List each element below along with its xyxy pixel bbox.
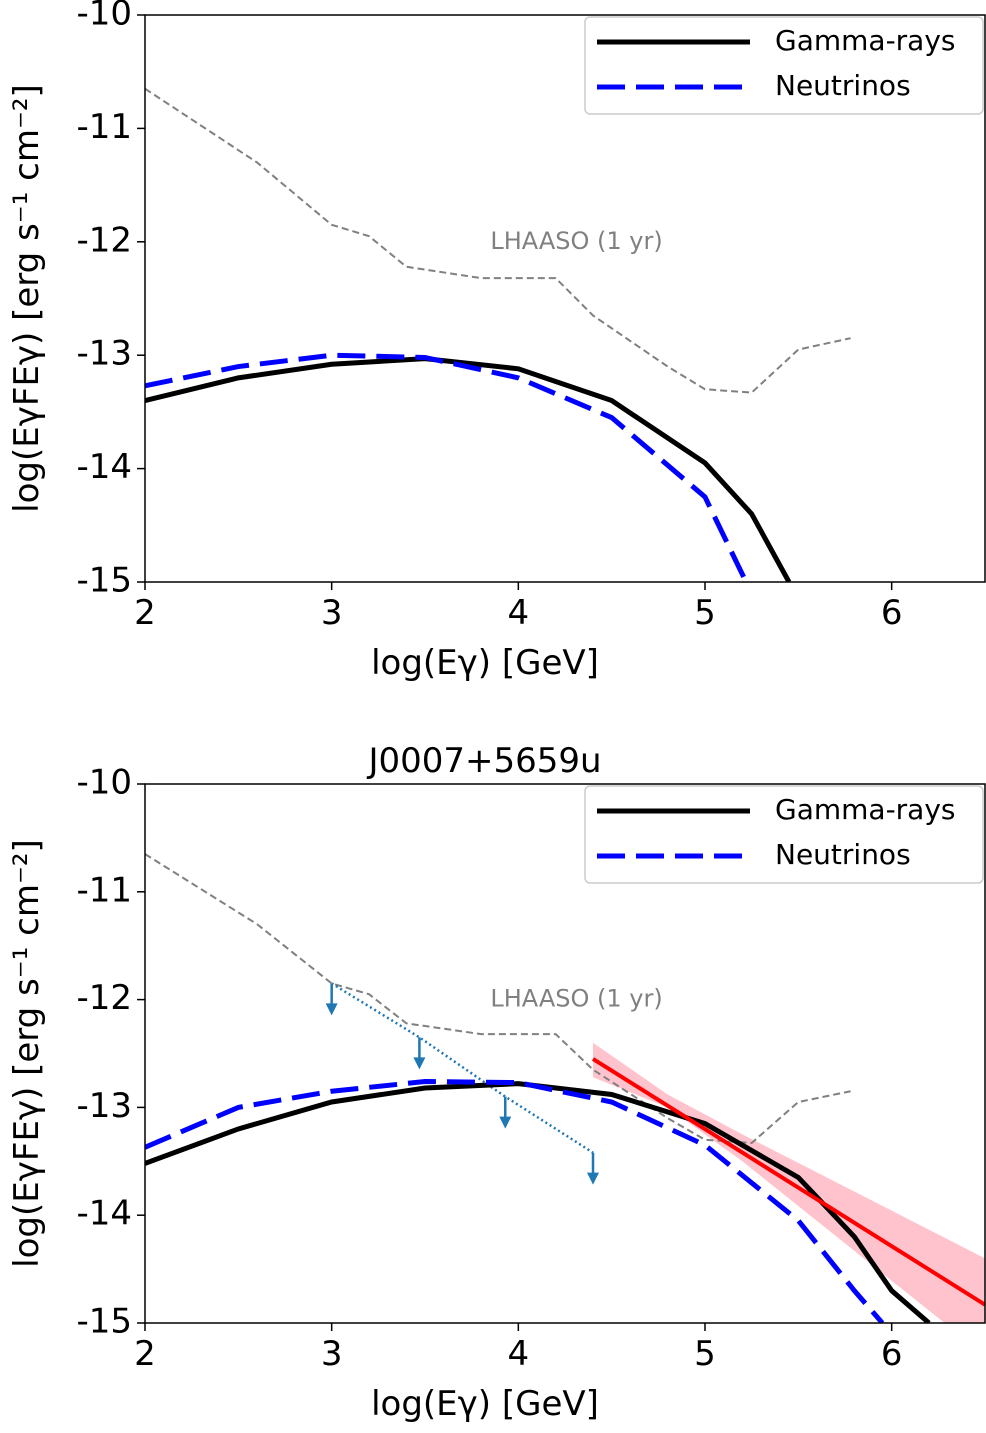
legend-label: Gamma-rays xyxy=(775,793,956,826)
y-tick-label: -14 xyxy=(76,447,132,487)
plot-area xyxy=(145,853,985,1323)
annotation: LHAASO (1 yr) xyxy=(490,985,662,1013)
chart-title: J0007+5659u xyxy=(366,741,601,781)
y-tick-label: -10 xyxy=(76,763,132,803)
annotation: LHAASO (1 yr) xyxy=(490,227,662,255)
limit-arrow xyxy=(587,1172,599,1185)
x-tick-label: 2 xyxy=(134,1334,156,1374)
panel: LHAASO (1 yr) 2 3 4 5 6 -10 -11 -12 -13 -14 -15 log(… xyxy=(7,741,986,1424)
series-line xyxy=(145,356,792,582)
plot-frame xyxy=(144,14,986,583)
series-line xyxy=(145,1081,931,1323)
x-tick-label: 2 xyxy=(134,593,156,633)
fit-line xyxy=(591,1057,985,1307)
upper-limit xyxy=(325,983,338,1016)
fit-band xyxy=(593,1042,985,1323)
y-axis-label: log(EγFEγ) [erg s⁻¹ cm⁻²] xyxy=(7,84,47,513)
upper-limit xyxy=(499,1096,512,1129)
x-axis-label: log(Eγ) [GeV] xyxy=(371,643,599,683)
y-tick-label: -12 xyxy=(76,978,132,1018)
x-tick-label: 3 xyxy=(321,593,343,633)
y-tick-label: -15 xyxy=(76,561,132,601)
x-tick-label: 4 xyxy=(508,1334,530,1374)
y-tick-label: -15 xyxy=(76,1302,132,1342)
limit-arrow xyxy=(413,1057,426,1070)
sensitivity-line xyxy=(145,853,851,1144)
y-tick-label: -13 xyxy=(76,334,132,374)
series-line xyxy=(145,352,749,582)
legend: Gamma-rays Neutrinos xyxy=(584,16,984,115)
y-axis-label: log(EγFEγ) [erg s⁻¹ cm⁻²] xyxy=(7,839,47,1268)
y-tick-label: -13 xyxy=(76,1086,132,1126)
series-line xyxy=(145,1079,885,1323)
limits-line xyxy=(331,982,594,1154)
legend-label: Neutrinos xyxy=(775,838,911,871)
x-tick-label: 5 xyxy=(694,1334,716,1374)
plot-frame xyxy=(144,783,986,1324)
plot-area xyxy=(145,87,851,582)
legend: Gamma-rays Neutrinos xyxy=(584,785,984,884)
x-tick-label: 4 xyxy=(508,593,530,633)
x-tick-label: 6 xyxy=(881,593,903,633)
y-tick-label: -14 xyxy=(76,1194,132,1234)
legend-label: Gamma-rays xyxy=(775,24,956,57)
panel: LHAASO (1 yr) 2 3 4 5 6 -10 -11 -12 -13 -14 -15 log(… xyxy=(7,0,986,683)
y-tick-label: -10 xyxy=(76,0,132,34)
x-tick-label: 5 xyxy=(694,593,716,633)
sensitivity-line xyxy=(145,87,851,394)
x-tick-label: 3 xyxy=(321,1334,343,1374)
y-tick-label: -12 xyxy=(76,220,132,260)
legend-label: Neutrinos xyxy=(775,69,911,102)
y-tick-label: -11 xyxy=(76,107,132,147)
upper-limit xyxy=(413,1037,426,1070)
limit-arrow xyxy=(325,1003,338,1016)
x-tick-label: 6 xyxy=(881,1334,903,1374)
upper-limit xyxy=(587,1152,599,1185)
y-tick-label: -11 xyxy=(76,870,132,910)
limit-arrow xyxy=(499,1116,512,1129)
x-axis-label: log(Eγ) [GeV] xyxy=(371,1384,599,1424)
